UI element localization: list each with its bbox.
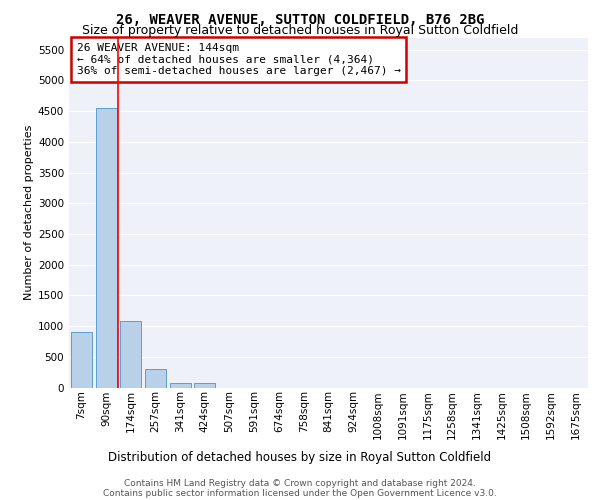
Text: 26, WEAVER AVENUE, SUTTON COLDFIELD, B76 2BG: 26, WEAVER AVENUE, SUTTON COLDFIELD, B76… bbox=[116, 12, 484, 26]
Bar bbox=[95, 108, 116, 388]
Bar bbox=[71, 332, 92, 388]
Text: Size of property relative to detached houses in Royal Sutton Coldfield: Size of property relative to detached ho… bbox=[82, 24, 518, 37]
Bar bbox=[120, 322, 141, 388]
Bar bbox=[145, 369, 166, 388]
Text: Distribution of detached houses by size in Royal Sutton Coldfield: Distribution of detached houses by size … bbox=[109, 451, 491, 464]
Bar bbox=[194, 383, 215, 388]
Text: Contains public sector information licensed under the Open Government Licence v3: Contains public sector information licen… bbox=[103, 489, 497, 498]
Text: Contains HM Land Registry data © Crown copyright and database right 2024.: Contains HM Land Registry data © Crown c… bbox=[124, 479, 476, 488]
Y-axis label: Number of detached properties: Number of detached properties bbox=[24, 125, 34, 300]
Bar bbox=[170, 383, 191, 388]
Text: 26 WEAVER AVENUE: 144sqm
← 64% of detached houses are smaller (4,364)
36% of sem: 26 WEAVER AVENUE: 144sqm ← 64% of detach… bbox=[77, 43, 401, 76]
